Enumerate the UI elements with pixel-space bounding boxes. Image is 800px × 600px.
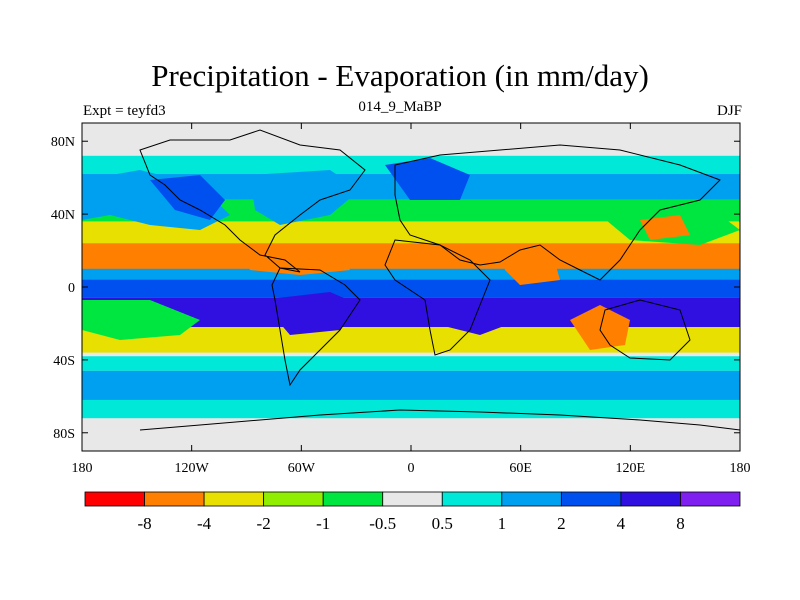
- colorbar-swatch: [680, 491, 741, 507]
- colorbar-swatch: [203, 491, 265, 507]
- x-tick-label: 120E: [616, 461, 646, 476]
- colorbar-label: 4: [617, 514, 626, 533]
- colorbar-swatch: [322, 491, 384, 507]
- zone-band-4: [82, 243, 740, 273]
- map-field: [82, 123, 740, 451]
- x-tick-label: 180: [730, 461, 751, 476]
- x-axis: 180 120W 60W 0 60E 120E 180: [72, 123, 751, 476]
- colorbar-label: 0.5: [432, 514, 453, 533]
- north-america-outline: [139, 129, 366, 273]
- zone-band-8: [82, 327, 740, 353]
- colorbar-label: -0.5: [369, 514, 396, 533]
- south-pacific-band: [82, 300, 200, 340]
- colorbar-label: -2: [257, 514, 271, 533]
- europe-wet-region: [385, 158, 470, 200]
- colorbar-label: -1: [316, 514, 330, 533]
- australia-dry-core: [570, 305, 630, 350]
- south-america-wet-core: [260, 292, 360, 335]
- arctic-region: [82, 135, 740, 150]
- antarctica-outline: [139, 409, 740, 431]
- antarctic-region: [82, 420, 740, 451]
- colorbar-label: 2: [557, 514, 566, 533]
- south-america-outline: [271, 267, 361, 387]
- colorbar-swatch: [620, 491, 681, 507]
- nw-pacific-dry-patch: [640, 215, 690, 240]
- australia-outline: [599, 299, 691, 361]
- arabia-dry-region: [500, 245, 560, 285]
- y-tick-label: 80S: [53, 427, 75, 442]
- y-axis: 80N 40N 0 40S 80S: [51, 135, 740, 442]
- coastlines: [139, 129, 740, 431]
- colorbar-swatch: [84, 491, 145, 507]
- north-pacific-core: [150, 175, 225, 220]
- africa-outline: [384, 239, 491, 356]
- y-tick-label: 80N: [51, 135, 75, 150]
- colorbar-swatch: [560, 491, 622, 507]
- zone-band-11: [82, 399, 740, 419]
- colorbar-label: 8: [676, 514, 685, 533]
- x-tick-label: 120W: [175, 461, 210, 476]
- colorbar-labels: -8 -4 -2 -1 -0.5 0.5 1 2 4 8: [137, 514, 684, 533]
- colorbar-swatch: [441, 491, 503, 507]
- zone-band-6: [82, 279, 740, 298]
- x-tick-label: 0: [408, 461, 415, 476]
- y-tick-label: 0: [68, 281, 75, 296]
- regional-patches: [82, 135, 740, 451]
- colorbar: [84, 491, 741, 507]
- zone-band-9: [82, 356, 740, 371]
- experiment-label: Expt = teyfd3: [83, 103, 166, 119]
- sahara-dry-region: [240, 245, 350, 275]
- x-tick-label: 60E: [509, 461, 532, 476]
- colorbar-swatch: [382, 491, 443, 507]
- zone-band-10: [82, 370, 740, 400]
- colorbar-swatch: [144, 491, 205, 507]
- colorbar-label: -8: [137, 514, 151, 533]
- period-label: 014_9_MaBP: [358, 99, 442, 115]
- north-atlantic-storm-track: [250, 170, 360, 225]
- colorbar-swatch: [263, 491, 324, 507]
- eurasia-outline: [394, 144, 721, 281]
- y-tick-label: 40N: [51, 208, 75, 223]
- x-tick-label: 60W: [288, 461, 316, 476]
- x-tick-label: 180: [72, 461, 93, 476]
- colorbar-label: 1: [498, 514, 507, 533]
- y-tick-label: 40S: [53, 354, 75, 369]
- season-label: DJF: [716, 103, 742, 119]
- colorbar-label: -4: [197, 514, 212, 533]
- colorbar-swatch: [501, 491, 562, 507]
- zone-band-5: [82, 268, 740, 282]
- map-title: Precipitation - Evaporation (in mm/day): [151, 58, 649, 93]
